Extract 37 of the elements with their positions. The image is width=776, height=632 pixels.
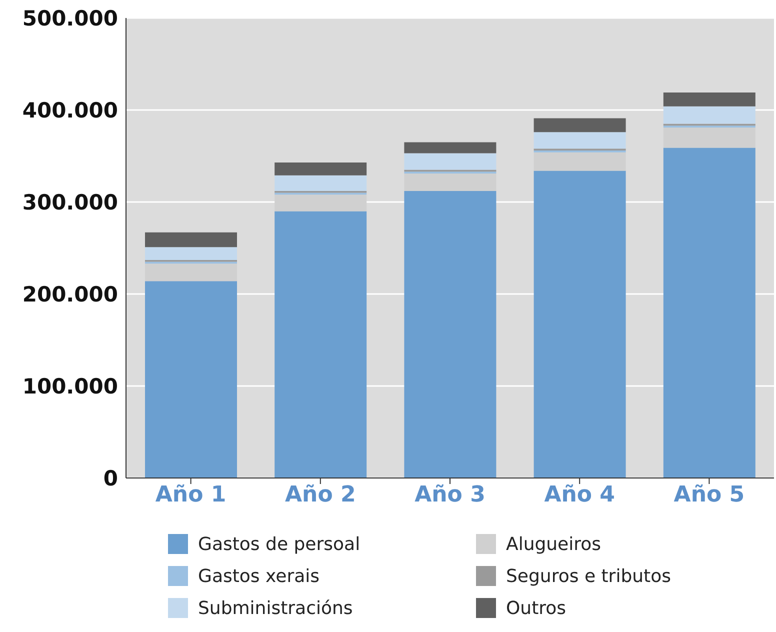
bar	[534, 170, 626, 478]
bar	[274, 162, 367, 176]
bar	[145, 264, 237, 282]
bar	[274, 211, 367, 478]
y-tick-label: 300.000	[22, 190, 118, 214]
bar	[534, 152, 626, 171]
x-tick-label: Año 3	[414, 482, 486, 508]
legend-label: Alugueiros	[506, 534, 602, 554]
y-tick-label: 500.000	[22, 6, 118, 30]
x-tick-label: Año 2	[285, 482, 356, 508]
x-tick-label: Año 1	[155, 482, 226, 508]
bar	[404, 190, 496, 478]
y-tick-label: 400.000	[22, 98, 118, 122]
bar	[145, 247, 237, 260]
y-tick-label: 0	[103, 466, 118, 490]
bar	[404, 173, 496, 191]
bar	[534, 132, 626, 149]
bar	[145, 232, 237, 248]
legend-label: Seguros e tributos	[506, 566, 671, 586]
legend-label: Subministracións	[198, 598, 353, 618]
bar	[663, 148, 756, 478]
legend-label: Gastos de persoal	[198, 534, 360, 554]
bar	[663, 106, 756, 124]
bar	[404, 153, 496, 170]
bar	[404, 142, 496, 154]
x-tick-label: Año 5	[674, 482, 745, 508]
bar	[534, 118, 626, 132]
y-tick-label: 200.000	[22, 282, 118, 306]
legend-label: Outros	[506, 598, 566, 618]
bar	[274, 175, 367, 191]
bar	[663, 92, 756, 106]
legend-label: Gastos xerais	[198, 566, 320, 586]
bar	[274, 194, 367, 212]
x-tick-label: Año 4	[544, 482, 615, 508]
y-tick-label: 100.000	[22, 374, 118, 398]
bar	[145, 281, 237, 478]
bar	[663, 127, 756, 148]
